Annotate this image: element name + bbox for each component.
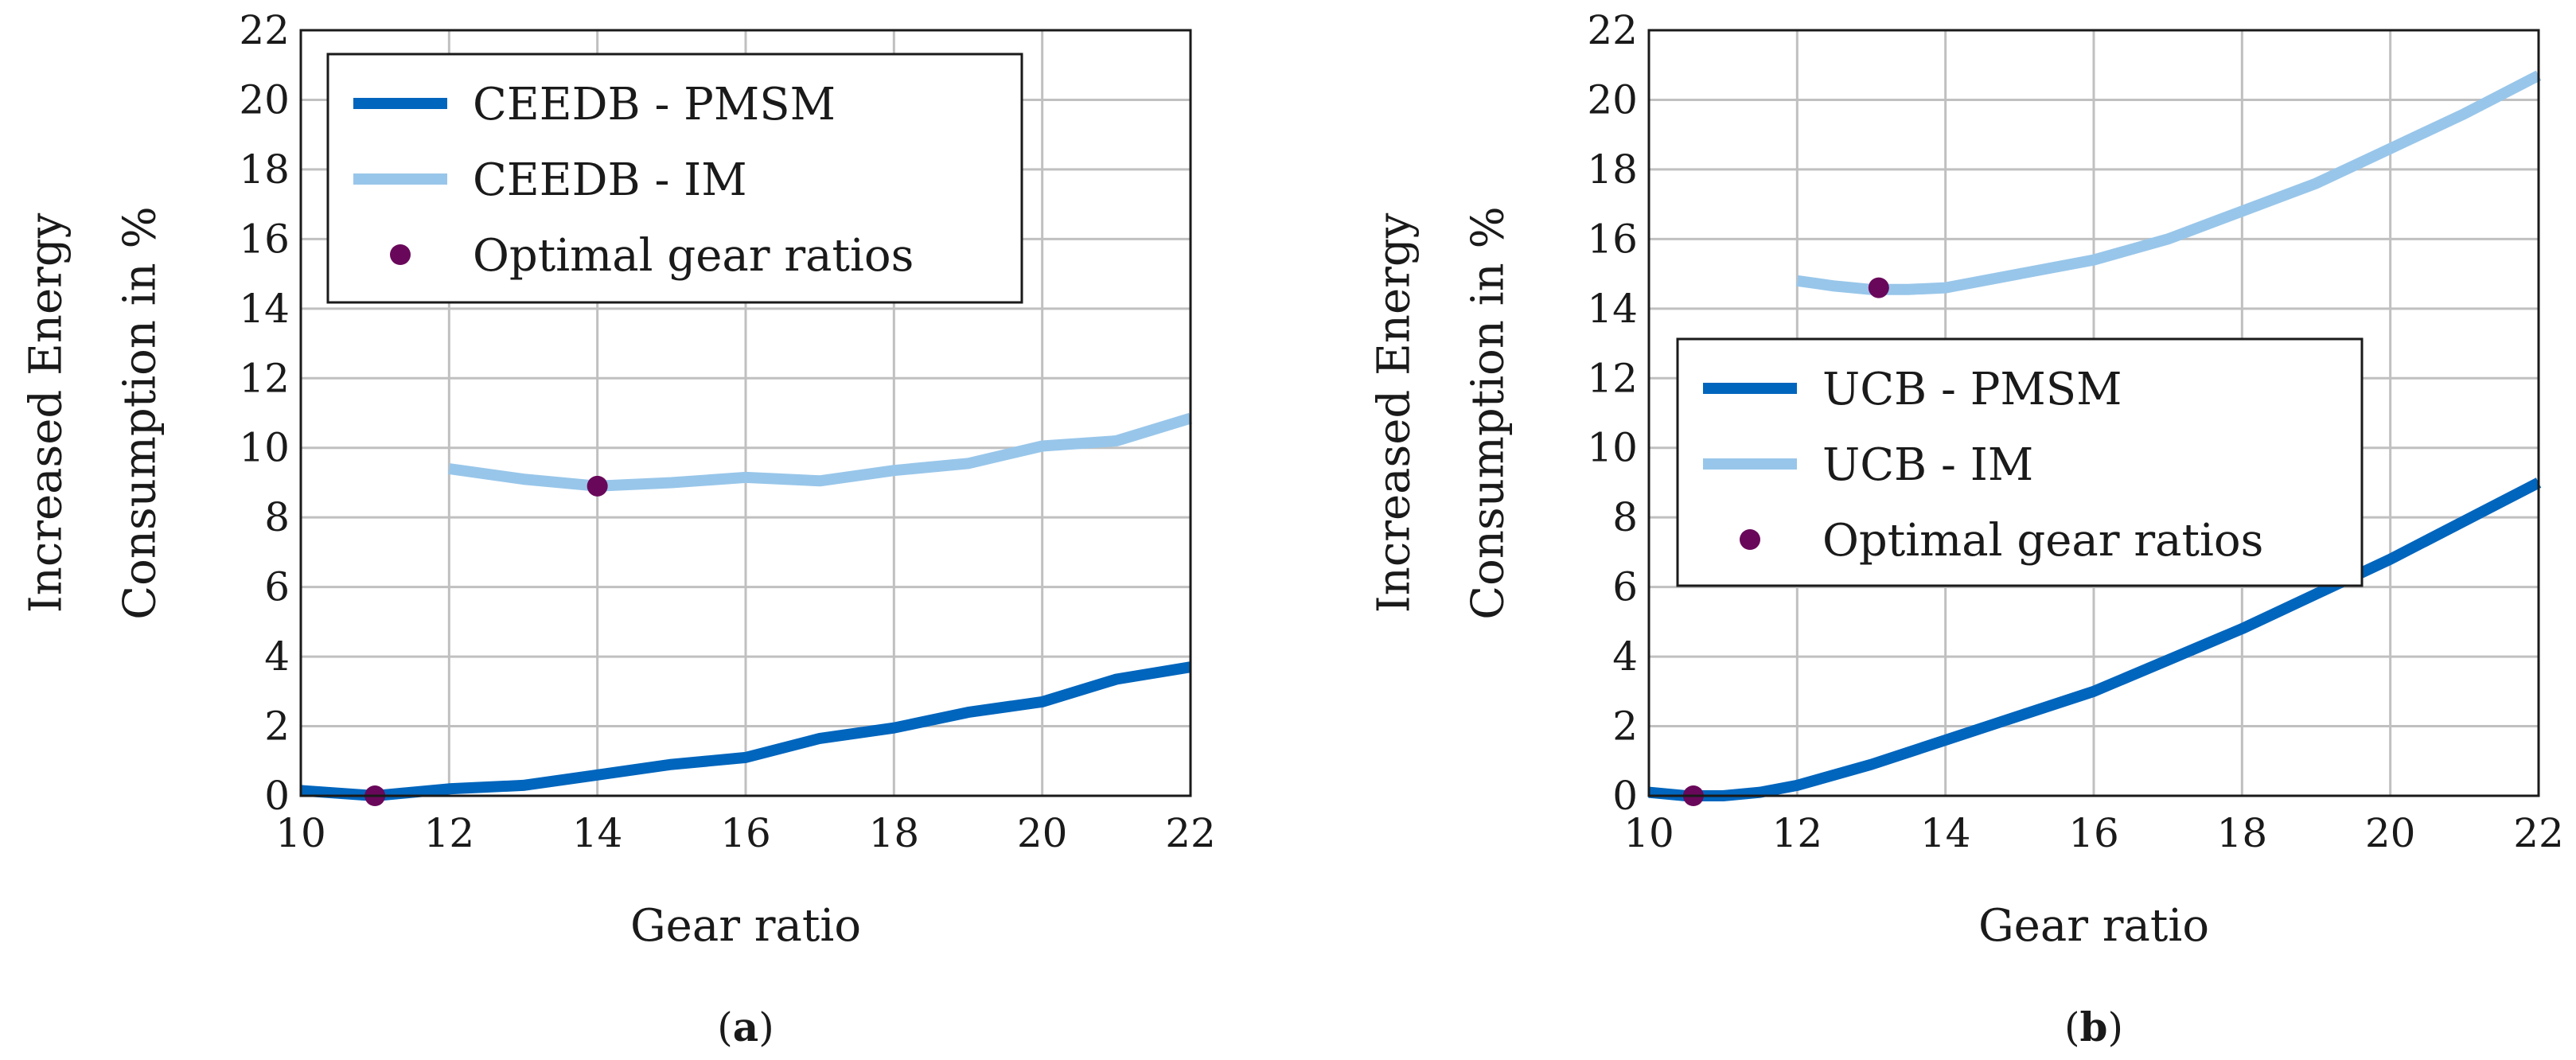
panel-a-series-line-pmsm	[300, 661, 1192, 801]
panel-b-im-line-layer	[1796, 70, 2542, 295]
panel-b-caption: (b)	[2064, 1003, 2123, 1050]
panel-b-y-tick-label: 10	[1587, 425, 1638, 471]
panel-a-legend-label-pmsm: CEEDB - PMSM	[473, 79, 836, 131]
panel-a-optimal-points	[364, 475, 608, 806]
panel-b-x-tick-label: 16	[2068, 810, 2119, 856]
panel-b-y-axis-label-line2: Consumption in %	[1463, 206, 1514, 619]
panel-a-y-tick-label: 22	[239, 7, 290, 53]
panel-a-x-tick-label: 14	[572, 810, 623, 856]
panel-b-x-tick-label: 14	[1920, 810, 1971, 856]
panel-b-y-tick-label: 8	[1612, 494, 1638, 540]
panel-b-legend-label-pmsm: UCB - PMSM	[1822, 364, 2122, 415]
panel-a-series-line-im	[448, 412, 1193, 492]
panel-b-x-tick-label: 22	[2513, 810, 2564, 856]
panel-b-legend-label-optimal: Optimal gear ratios	[1822, 515, 2263, 567]
panel-a-y-tick-label: 6	[264, 564, 290, 610]
panel-a-caption-letter: a	[733, 1003, 758, 1050]
panel-a-y-tick-label: 2	[264, 703, 290, 750]
panel-a-x-tick-label: 10	[275, 810, 326, 856]
panel-a-y-tick-label: 8	[264, 494, 290, 540]
panel-a-y-tick-label: 10	[239, 425, 290, 471]
panel-b-x-tick-label: 20	[2365, 810, 2416, 856]
panel-b-y-tick-label: 22	[1587, 7, 1638, 53]
panel-b-legend: UCB - PMSM UCB - IM Optimal gear ratios	[1676, 337, 2364, 587]
panel-b-y-tick-label: 18	[1587, 146, 1638, 193]
panel-a-x-tick-label: 16	[720, 810, 771, 856]
panel-b-y-tick-label: 20	[1587, 76, 1638, 123]
panel-a-legend: CEEDB - PMSM CEEDB - IM Optimal gear rat…	[326, 53, 1023, 304]
panel-b-x-tick-label: 18	[2217, 810, 2268, 856]
panel-b-x-tick-label: 12	[1772, 810, 1823, 856]
panel-b-series-line-im	[1796, 70, 2542, 295]
panel-a-x-axis-label: Gear ratio	[630, 900, 861, 952]
panel-a-im-line-layer	[448, 412, 1193, 492]
panel-a-y-tick-label: 18	[239, 146, 290, 193]
panel-a-legend-label-im: CEEDB - IM	[473, 154, 747, 206]
panel-a-caption: (a)	[717, 1003, 774, 1050]
panel-a-x-tick-labels: 10 12 14 16 18 20 22	[275, 810, 1216, 856]
panel-a: 10 12 14 16 18 20 22 0 2 4 6 8 10 12 14 16 18 20 22 Gear …	[21, 7, 1216, 1050]
panel-b-caption-letter: b	[2080, 1003, 2108, 1050]
panel-a-y-axis-label-line2: Consumption in %	[115, 206, 166, 619]
panel-b-y-tick-label: 2	[1612, 703, 1638, 750]
panel-a-optimal-point-1	[587, 475, 608, 497]
panel-b-y-axis-label-line1: Increased Energy	[1369, 212, 1421, 613]
panel-a-x-tick-label: 12	[424, 810, 475, 856]
panel-a-y-tick-label: 16	[239, 216, 290, 262]
panel-b-y-tick-label: 4	[1612, 633, 1638, 680]
panel-b-y-tick-label: 6	[1612, 564, 1638, 610]
panel-b-x-tick-labels: 10 12 14 16 18 20 22	[1623, 810, 2564, 856]
panel-a-y-tick-labels: 0 2 4 6 8 10 12 14 16 18 20 22	[239, 7, 290, 819]
panel-b-x-axis-label: Gear ratio	[1978, 900, 2209, 952]
panel-b-y-tick-label: 14	[1587, 286, 1638, 332]
panel-a-y-tick-label: 0	[264, 773, 290, 819]
panel-b-y-tick-label: 16	[1587, 216, 1638, 262]
panel-b-legend-label-im: UCB - IM	[1822, 439, 2033, 491]
panel-b: 10 12 14 16 18 20 22 0 2 4 6 8 10 12 14 16 18 20 22 Gear …	[1369, 7, 2564, 1050]
panel-b-y-tick-label: 12	[1587, 355, 1638, 401]
panel-a-y-tick-label: 4	[264, 633, 290, 680]
panel-a-y-axis-label-line1: Increased Energy	[21, 212, 72, 613]
panel-a-x-tick-label: 22	[1165, 810, 1216, 856]
panel-a-plot-frame	[299, 29, 1192, 797]
panel-b-optimal-point-1	[1868, 277, 1889, 298]
panel-b-y-tick-labels: 0 2 4 6 8 10 12 14 16 18 20 22	[1587, 7, 1638, 819]
panel-a-y-tick-label: 20	[239, 76, 290, 123]
panel-b-legend-marker-optimal	[1740, 529, 1760, 550]
panel-b-plot-frame	[1647, 29, 2540, 797]
panel-a-pmsm-line-layer	[300, 661, 1192, 801]
panel-a-x-tick-label: 18	[869, 810, 920, 856]
panel-b-x-tick-label: 10	[1623, 810, 1674, 856]
panel-b-y-tick-label: 0	[1612, 773, 1638, 819]
panel-a-x-tick-label: 20	[1017, 810, 1068, 856]
panel-a-y-tick-label: 12	[239, 355, 290, 401]
panel-a-y-tick-label: 14	[239, 286, 290, 332]
panel-a-legend-marker-optimal	[390, 244, 411, 265]
panel-a-legend-label-optimal: Optimal gear ratios	[473, 230, 914, 282]
